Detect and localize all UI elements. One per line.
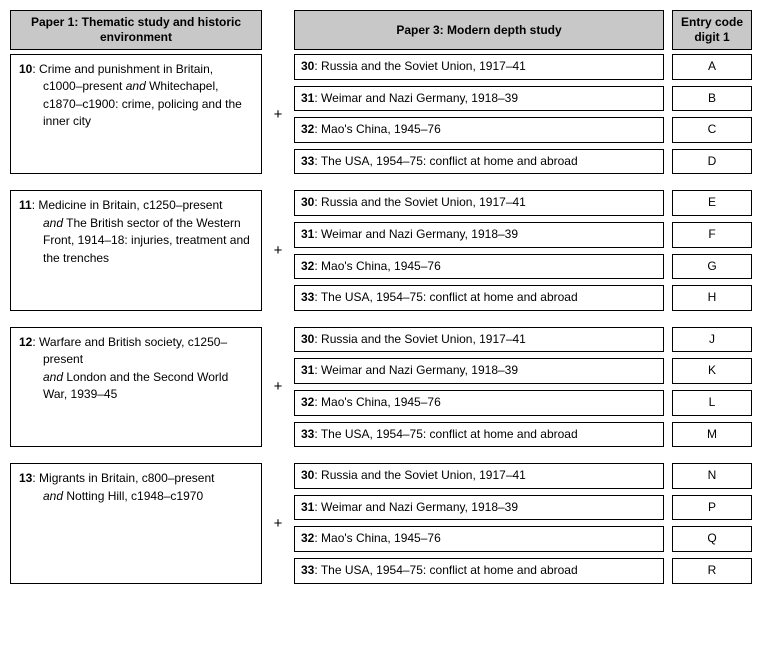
entry-code: L xyxy=(672,390,752,416)
entry-code: R xyxy=(672,558,752,584)
paper1-option: 13: Migrants in Britain, c800–present an… xyxy=(10,463,262,583)
paper3-option: 31: Weimar and Nazi Germany, 1918–39 xyxy=(294,495,664,521)
paper3-text: The USA, 1954–75: conflict at home and a… xyxy=(321,563,578,577)
entry-code: N xyxy=(672,463,752,489)
paper3-option: 30: Russia and the Soviet Union, 1917–41 xyxy=(294,54,664,80)
paper3-text: Mao's China, 1945–76 xyxy=(321,259,441,273)
paper1-text: 13: Migrants in Britain, c800–present an… xyxy=(19,470,253,505)
paper3-column: 30: Russia and the Soviet Union, 1917–41… xyxy=(294,190,664,310)
paper3-option: 31: Weimar and Nazi Germany, 1918–39 xyxy=(294,358,664,384)
paper3-number: 31 xyxy=(301,500,314,514)
paper3-number: 32 xyxy=(301,122,314,136)
paper3-option: 33: The USA, 1954–75: conflict at home a… xyxy=(294,422,664,448)
paper3-text: The USA, 1954–75: conflict at home and a… xyxy=(321,154,578,168)
header-paper3: Paper 3: Modern depth study xyxy=(294,10,664,50)
paper3-text: Mao's China, 1945–76 xyxy=(321,122,441,136)
paper3-number: 32 xyxy=(301,259,314,273)
header-paper1: Paper 1: Thematic study and historic env… xyxy=(10,10,262,50)
paper1-text: 12: Warfare and British society, c1250–p… xyxy=(19,334,253,404)
paper3-text: Mao's China, 1945–76 xyxy=(321,395,441,409)
paper3-option: 32: Mao's China, 1945–76 xyxy=(294,254,664,280)
entry-code: B xyxy=(672,86,752,112)
paper3-column: 30: Russia and the Soviet Union, 1917–41… xyxy=(294,54,664,174)
paper1-number: 12 xyxy=(19,335,32,349)
paper3-text: Weimar and Nazi Germany, 1918–39 xyxy=(321,91,518,105)
paper1-number: 13 xyxy=(19,471,32,485)
paper3-number: 30 xyxy=(301,332,314,346)
group-spacer xyxy=(10,447,752,463)
paper3-number: 32 xyxy=(301,395,314,409)
plus-symbol: + xyxy=(270,327,286,447)
paper3-option: 32: Mao's China, 1945–76 xyxy=(294,117,664,143)
paper3-option: 33: The USA, 1954–75: conflict at home a… xyxy=(294,285,664,311)
paper3-option: 31: Weimar and Nazi Germany, 1918–39 xyxy=(294,86,664,112)
layout-grid: Paper 1: Thematic study and historic env… xyxy=(10,10,758,584)
paper1-option: 10: Crime and punishment in Britain, c10… xyxy=(10,54,262,174)
entry-code: K xyxy=(672,358,752,384)
entry-code: D xyxy=(672,149,752,175)
entry-code: E xyxy=(672,190,752,216)
paper3-column: 30: Russia and the Soviet Union, 1917–41… xyxy=(294,327,664,447)
entry-code: M xyxy=(672,422,752,448)
paper3-number: 33 xyxy=(301,154,314,168)
paper3-number: 33 xyxy=(301,427,314,441)
paper3-text: Weimar and Nazi Germany, 1918–39 xyxy=(321,500,518,514)
paper3-number: 30 xyxy=(301,195,314,209)
entry-code-column: ABCD xyxy=(672,54,752,174)
entry-code: F xyxy=(672,222,752,248)
plus-symbol: + xyxy=(270,190,286,310)
plus-symbol: + xyxy=(270,54,286,174)
paper1-option: 12: Warfare and British society, c1250–p… xyxy=(10,327,262,447)
paper3-text: The USA, 1954–75: conflict at home and a… xyxy=(321,427,578,441)
group-spacer xyxy=(10,311,752,327)
paper3-text: Weimar and Nazi Germany, 1918–39 xyxy=(321,363,518,377)
paper1-number: 10 xyxy=(19,62,32,76)
paper3-option: 32: Mao's China, 1945–76 xyxy=(294,526,664,552)
entry-code: J xyxy=(672,327,752,353)
group-spacer xyxy=(10,174,752,190)
paper3-option: 30: Russia and the Soviet Union, 1917–41 xyxy=(294,463,664,489)
paper3-option: 30: Russia and the Soviet Union, 1917–41 xyxy=(294,190,664,216)
paper3-number: 33 xyxy=(301,290,314,304)
paper3-option: 33: The USA, 1954–75: conflict at home a… xyxy=(294,149,664,175)
entry-code: H xyxy=(672,285,752,311)
plus-symbol: + xyxy=(270,463,286,583)
paper3-text: Russia and the Soviet Union, 1917–41 xyxy=(321,332,526,346)
paper3-number: 31 xyxy=(301,227,314,241)
paper3-number: 30 xyxy=(301,468,314,482)
paper1-text: 10: Crime and punishment in Britain, c10… xyxy=(19,61,253,131)
entry-code: A xyxy=(672,54,752,80)
paper3-column: 30: Russia and the Soviet Union, 1917–41… xyxy=(294,463,664,583)
entry-code: P xyxy=(672,495,752,521)
paper3-text: Russia and the Soviet Union, 1917–41 xyxy=(321,195,526,209)
paper3-text: Russia and the Soviet Union, 1917–41 xyxy=(321,468,526,482)
header-entry-code: Entry code digit 1 xyxy=(672,10,752,50)
paper1-option: 11: Medicine in Britain, c1250–present a… xyxy=(10,190,262,310)
paper3-option: 30: Russia and the Soviet Union, 1917–41 xyxy=(294,327,664,353)
entry-code-column: NPQR xyxy=(672,463,752,583)
paper3-number: 31 xyxy=(301,91,314,105)
header-gap xyxy=(270,10,286,50)
entry-code: C xyxy=(672,117,752,143)
paper3-text: The USA, 1954–75: conflict at home and a… xyxy=(321,290,578,304)
paper3-text: Mao's China, 1945–76 xyxy=(321,531,441,545)
entry-code: Q xyxy=(672,526,752,552)
paper3-number: 33 xyxy=(301,563,314,577)
paper3-text: Weimar and Nazi Germany, 1918–39 xyxy=(321,227,518,241)
entry-code-column: EFGH xyxy=(672,190,752,310)
paper1-number: 11 xyxy=(19,198,32,212)
paper3-option: 32: Mao's China, 1945–76 xyxy=(294,390,664,416)
entry-code: G xyxy=(672,254,752,280)
paper3-number: 31 xyxy=(301,363,314,377)
entry-code-column: JKLM xyxy=(672,327,752,447)
paper3-number: 32 xyxy=(301,531,314,545)
paper3-text: Russia and the Soviet Union, 1917–41 xyxy=(321,59,526,73)
paper1-text: 11: Medicine in Britain, c1250–present a… xyxy=(19,197,253,267)
paper3-option: 33: The USA, 1954–75: conflict at home a… xyxy=(294,558,664,584)
paper3-option: 31: Weimar and Nazi Germany, 1918–39 xyxy=(294,222,664,248)
paper3-number: 30 xyxy=(301,59,314,73)
